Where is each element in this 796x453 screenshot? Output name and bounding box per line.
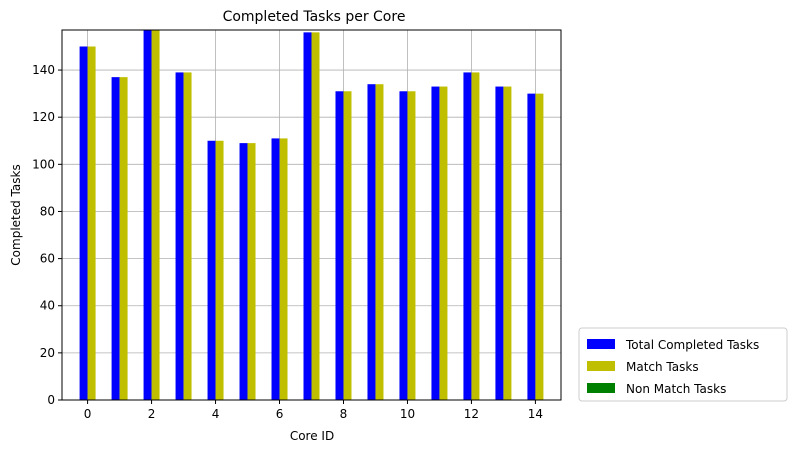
legend-swatch (587, 339, 615, 349)
y-tick-label: 140 (32, 63, 55, 77)
legend-frame (578, 327, 788, 402)
legend-label: Total Completed Tasks (625, 338, 759, 352)
y-tick-label: 40 (40, 299, 55, 313)
y-tick-label: 20 (40, 346, 55, 360)
legend: Total Completed Tasks Match Tasks Non Matc… (578, 327, 788, 402)
bar-total-completed-tasks (79, 46, 88, 400)
bar-total-completed-tasks (495, 86, 504, 400)
bar-match-tasks (343, 91, 352, 400)
bar-match-tasks (119, 77, 128, 400)
bar-total-completed-tasks (463, 72, 472, 400)
bar-total-completed-tasks (239, 143, 248, 400)
x-axis-label: Core ID (290, 429, 334, 443)
bar-match-tasks (247, 143, 256, 400)
bar-match-tasks (439, 86, 448, 400)
x-tick-label: 0 (84, 407, 92, 421)
bar-total-completed-tasks (111, 77, 120, 400)
legend-swatch (587, 383, 615, 393)
bar-total-completed-tasks (367, 84, 376, 400)
bar-match-tasks (87, 46, 96, 400)
x-tick-label: 10 (400, 407, 415, 421)
bar-match-tasks (503, 86, 512, 400)
x-tick-label: 12 (464, 407, 479, 421)
legend-label: Non Match Tasks (626, 382, 726, 396)
chart-title: Completed Tasks per Core (223, 9, 406, 25)
bar-match-tasks (407, 91, 416, 400)
bar-match-tasks (215, 140, 224, 400)
bars (79, 30, 544, 401)
bar-total-completed-tasks (175, 72, 184, 400)
x-tick-label: 4 (212, 407, 220, 421)
y-tick-label: 80 (40, 204, 55, 218)
bar-total-completed-tasks (399, 91, 408, 400)
x-axis-ticks: 0 2 4 6 8 10 12 14 (84, 400, 543, 421)
bar-total-completed-tasks (335, 91, 344, 400)
x-tick-label: 6 (276, 407, 284, 421)
y-tick-label: 120 (32, 110, 55, 124)
bar-match-tasks (311, 32, 320, 400)
bar-total-completed-tasks (143, 30, 152, 400)
bar-match-tasks (471, 72, 480, 400)
bar-match-tasks (183, 72, 192, 400)
x-tick-label: 14 (528, 407, 543, 421)
bar-total-completed-tasks (207, 140, 216, 400)
bar-total-completed-tasks (271, 138, 280, 400)
bar-match-tasks (535, 93, 544, 401)
bar-total-completed-tasks (431, 86, 440, 400)
x-tick-label: 8 (340, 407, 348, 421)
y-tick-label: 100 (32, 157, 55, 171)
bar-match-tasks (151, 30, 160, 400)
bar-match-tasks (279, 138, 288, 400)
y-axis-label: Completed Tasks (9, 164, 23, 265)
x-tick-label: 2 (148, 407, 156, 421)
y-axis-ticks: 0 20 40 60 80 100 120 140 (32, 63, 62, 407)
bar-total-completed-tasks (527, 93, 536, 401)
y-tick-label: 0 (47, 393, 55, 407)
bar-match-tasks (375, 84, 384, 400)
plot-frame (61, 29, 562, 401)
bar-total-completed-tasks (303, 32, 312, 400)
legend-label: Match Tasks (626, 360, 699, 374)
legend-swatch (587, 361, 615, 371)
y-tick-label: 60 (40, 252, 55, 266)
